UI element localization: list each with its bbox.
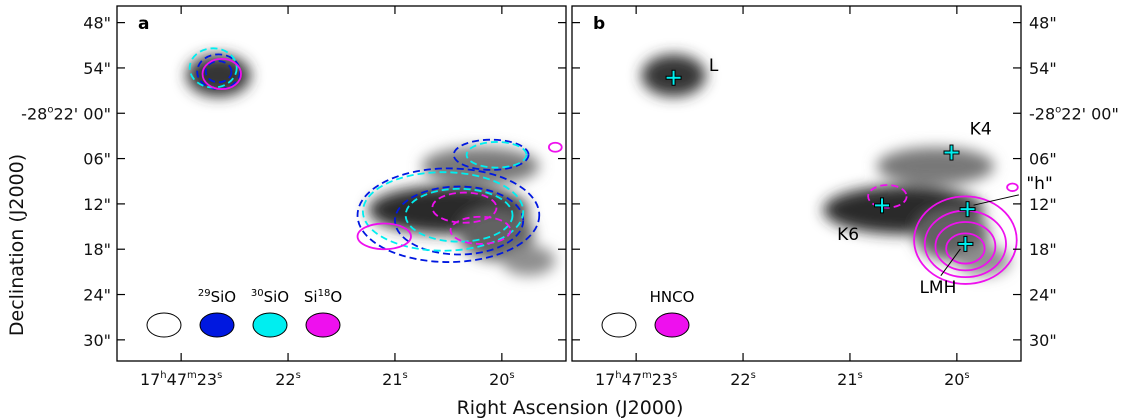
source-marker-LMH	[957, 235, 974, 252]
legend-beam-HNCO	[654, 312, 690, 338]
y-tick-label: 24"	[83, 286, 111, 305]
panel-frame	[116, 5, 567, 362]
source-markers: L K4 K6 "h" LMH	[665, 56, 1053, 298]
source-label: L	[709, 56, 719, 76]
y-tick-label: -28o22' 00"	[1029, 104, 1119, 123]
x-tick-label: 21s	[382, 370, 408, 389]
y-tick-label: 30"	[83, 331, 111, 350]
y-axis-title: Declination (J2000)	[6, 154, 28, 336]
emission-blob	[876, 147, 995, 186]
y-tick-label: 12"	[83, 195, 111, 214]
y-tick-label: 06"	[1029, 150, 1057, 169]
x-ticks: 17h47m23s 22s 21s 20s	[595, 6, 970, 389]
legend-beam-30SiO	[252, 312, 288, 338]
contour-layer	[867, 182, 1019, 285]
leader-line	[973, 194, 1019, 206]
source-marker-h	[959, 201, 976, 218]
source-label: LMH	[919, 278, 956, 298]
contour-29SiO	[356, 167, 541, 263]
x-tick-label: 17h47m23s	[140, 370, 222, 389]
y-tick-label: 30"	[1029, 331, 1057, 350]
y-tick-label: 12"	[1029, 195, 1057, 214]
x-tick-label: 22s	[730, 370, 756, 389]
legend-beam-beam	[601, 312, 637, 338]
y-ticks: 48" 54" -28o22' 00" 06" 12" 18" 24" 30"	[21, 14, 566, 350]
contour-HNCO	[913, 195, 1018, 285]
emission-blob	[956, 245, 1011, 276]
x-ticks: 17h47m23s 22s 21s 20s	[140, 6, 515, 389]
y-tick-label: 06"	[83, 150, 111, 169]
contour-30SiO	[404, 187, 514, 243]
contour-29SiO	[204, 60, 233, 84]
leader-line	[940, 248, 961, 276]
panel-frame	[571, 5, 1022, 362]
x-tick-label: 22s	[275, 370, 301, 389]
contour-29SiO	[394, 185, 525, 256]
y-tick-label: 48"	[83, 14, 111, 33]
contour-HNCO	[1006, 182, 1019, 192]
contour-HNCO	[867, 184, 908, 209]
y-ticks: 48" 54" -28o22' 00" 06" 12" 18" 24" 30"	[572, 14, 1119, 350]
contour-Si18O	[201, 57, 242, 90]
legend-label-30SiO: 30SiO	[251, 288, 289, 306]
source-marker-K6	[874, 197, 891, 214]
source-marker-L	[665, 69, 682, 86]
emission-blob	[914, 207, 989, 261]
y-tick-label: 18"	[83, 240, 111, 259]
legend: 29SiO 30SiO Si18O	[146, 288, 342, 338]
emission-blob	[501, 245, 556, 276]
contour-layer	[188, 47, 563, 263]
x-axis-title: Right Ascension (J2000)	[457, 397, 684, 419]
legend: HNCO	[601, 288, 695, 338]
panel-b: b 17h47m23s 22s 21s 20s 48" 54" -28o22' 00" 06…	[571, 5, 1119, 389]
panel-label: a	[138, 14, 149, 34]
y-tick-label: 54"	[1029, 59, 1057, 78]
contour-Si18O	[547, 141, 563, 153]
legend-beam-29SiO	[199, 312, 235, 338]
legend-label-HNCO: HNCO	[650, 288, 695, 306]
source-marker-K4	[943, 144, 960, 161]
contour-Si18O	[431, 191, 498, 224]
legend-beam-beam	[146, 312, 182, 338]
contour-HNCO	[934, 221, 997, 272]
x-tick-label: 17h47m23s	[595, 370, 677, 389]
legend-label-29SiO: 29SiO	[198, 288, 236, 306]
y-tick-label: 18"	[1029, 240, 1057, 259]
contour-30SiO	[361, 171, 525, 252]
contour-Si18O	[449, 215, 512, 245]
contour-HNCO	[945, 232, 986, 265]
contour-Si18O	[356, 222, 412, 251]
x-tick-label: 20s	[944, 370, 970, 389]
y-tick-label: 24"	[1029, 286, 1057, 305]
source-label: K4	[970, 119, 992, 139]
y-tick-label: 48"	[1029, 14, 1057, 33]
legend-beam-Si18O	[305, 312, 341, 338]
source-label: K6	[837, 225, 859, 245]
legend-label-Si18O: Si18O	[304, 288, 342, 306]
panel-a: a 17h47m23s 22s 21s 20s 48" 54" -28o22' 00" 06…	[21, 5, 567, 389]
y-tick-label: 54"	[83, 59, 111, 78]
grayscale-image	[641, 54, 1011, 276]
x-tick-label: 21s	[837, 370, 863, 389]
x-tick-label: 20s	[489, 370, 515, 389]
contour-29SiO	[452, 138, 530, 171]
panel-label: b	[593, 14, 605, 34]
contour-30SiO	[465, 141, 528, 169]
y-tick-label: -28o22' 00"	[21, 104, 111, 123]
source-label: "h"	[1026, 174, 1052, 194]
